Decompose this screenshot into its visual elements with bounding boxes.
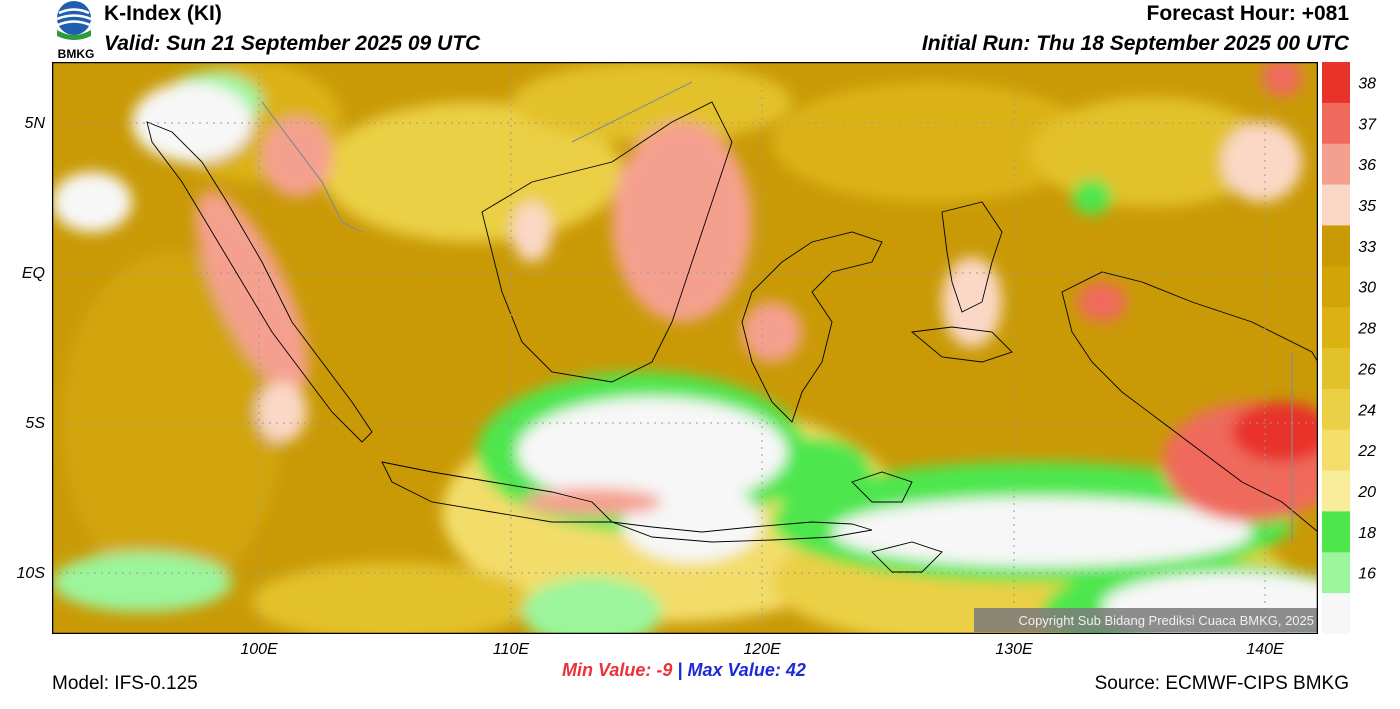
map-frame	[52, 62, 1318, 634]
lon-label-100e: 100E	[240, 641, 278, 658]
copyright-text: Copyright Sub Bidang Prediksi Cuaca BMKG…	[1018, 613, 1314, 628]
valid-time: Valid: Sun 21 September 2025 09 UTC	[104, 32, 481, 55]
colorbar-label: 37	[1358, 116, 1377, 133]
bmkg-logo: BMKG	[52, 0, 100, 61]
colorbar-swatch	[1322, 62, 1350, 104]
colorbar-label: 28	[1357, 321, 1376, 338]
min-max-values: Min Value: -9 | Max Value: 42	[562, 660, 806, 681]
colorbar-swatch	[1322, 143, 1350, 186]
colorbar-label: 36	[1358, 157, 1376, 174]
colorbar-swatch	[1322, 552, 1350, 594]
colorbar-label: 33	[1358, 239, 1376, 256]
colorbar-swatch	[1322, 511, 1350, 553]
logo-text: BMKG	[58, 47, 95, 60]
borders	[261, 81, 1293, 542]
copyright-box	[974, 608, 1318, 632]
lat-label-10s: 10S	[16, 565, 45, 582]
coastlines	[146, 101, 1318, 573]
data-source: Source: ECMWF-CIPS BMKG	[1094, 673, 1349, 694]
colorbar-label: 22	[1357, 443, 1376, 460]
colorbar-swatch	[1322, 266, 1350, 308]
min-value: -9	[656, 660, 673, 680]
colorbar-label: 26	[1357, 361, 1376, 378]
gridlines	[52, 62, 1318, 634]
colorbar-swatch	[1322, 348, 1350, 390]
max-value: 42	[785, 660, 806, 680]
colorbar-swatch	[1322, 225, 1350, 267]
lon-label-130e: 130E	[995, 641, 1033, 658]
colorbar-label: 35	[1358, 198, 1376, 215]
model-name: Model: IFS-0.125	[52, 673, 198, 694]
lon-label-140e: 140E	[1246, 641, 1284, 658]
colorbar-label: 38	[1358, 75, 1376, 92]
max-label: Max Value:	[687, 660, 781, 680]
colorbar-label: 24	[1357, 402, 1376, 419]
lat-label-5n: 5N	[24, 115, 45, 132]
min-label: Min Value:	[562, 660, 652, 680]
colorbar-swatch	[1322, 184, 1350, 226]
colorbar-swatch	[1322, 429, 1350, 472]
colorbar-swatch	[1322, 593, 1350, 634]
forecast-hour: Forecast Hour: +081	[1146, 2, 1350, 25]
colorbar-swatch	[1322, 102, 1350, 145]
initial-run: Initial Run: Thu 18 September 2025 00 UT…	[921, 32, 1349, 55]
lat-label-eq: EQ	[21, 265, 45, 282]
lon-label-120e: 120E	[743, 641, 781, 658]
colorbar-label: 18	[1358, 525, 1376, 542]
colorbar-swatch	[1322, 307, 1350, 349]
map-title: K-Index (KI)	[104, 2, 222, 25]
colorbar-swatch	[1322, 470, 1350, 512]
colorbar-label: 20	[1357, 484, 1376, 501]
colorbar-swatch	[1322, 388, 1350, 431]
colorbar: 38 37 36 35 33 30 28 26 24 22 20 18 16	[1322, 62, 1377, 634]
lon-label-110e: 110E	[492, 641, 530, 658]
lat-label-5s: 5S	[25, 415, 45, 432]
colorbar-label: 30	[1358, 280, 1376, 297]
k-index-map: Copyright Sub Bidang Prediksi Cuaca BMKG…	[52, 62, 1318, 634]
min-max-separator: |	[677, 660, 683, 680]
colorbar-label: 16	[1358, 566, 1376, 583]
